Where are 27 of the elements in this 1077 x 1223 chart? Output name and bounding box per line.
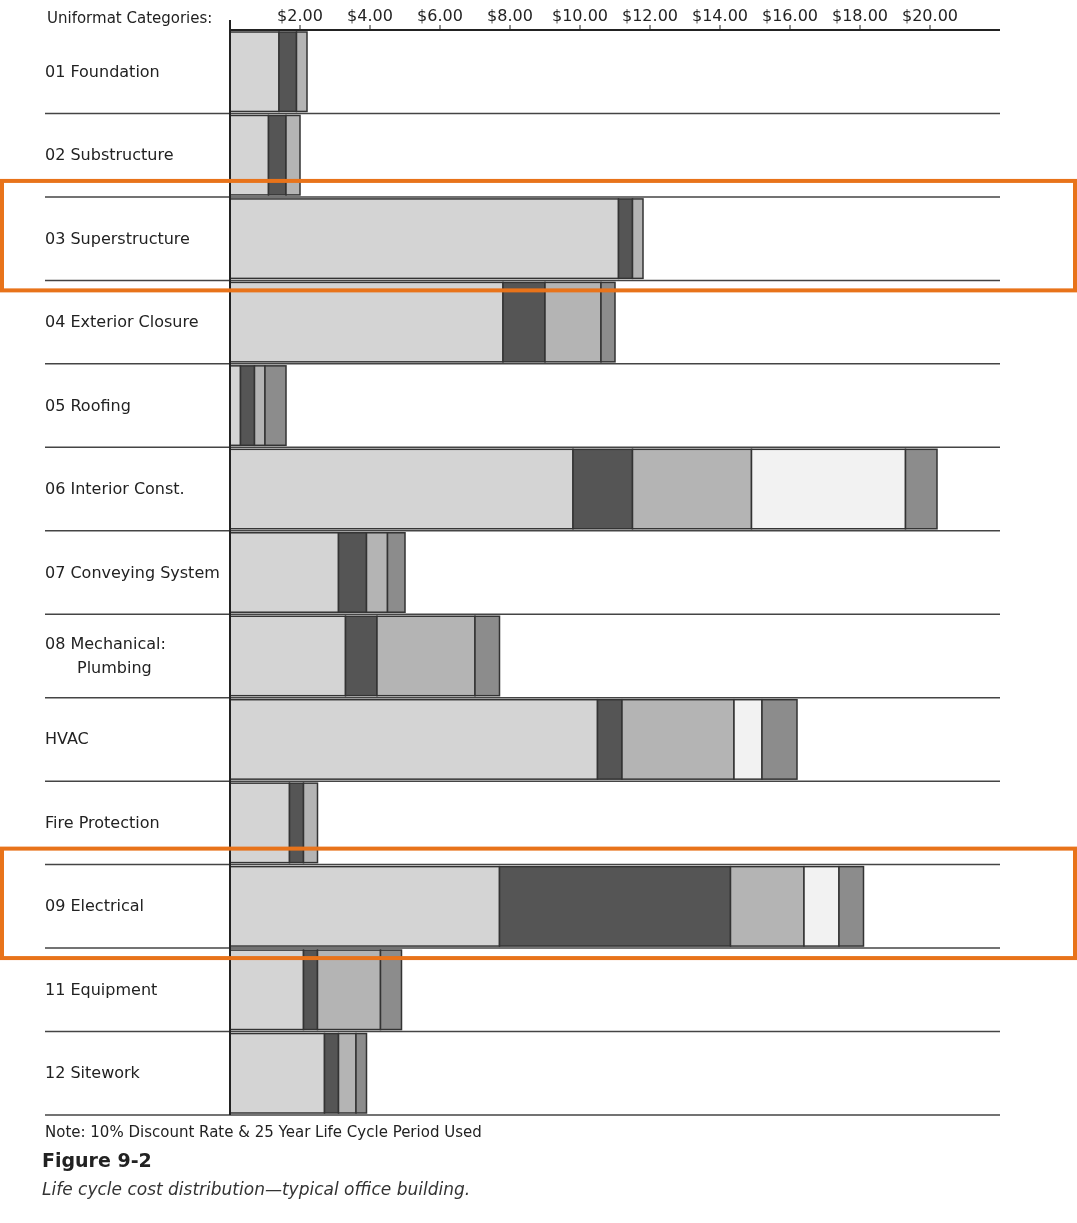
x-tick-label: $18.00 — [832, 6, 888, 25]
y-tick-label: 03 Superstructure — [45, 228, 190, 248]
x-tick-label: $10.00 — [552, 6, 608, 25]
text: Figure 9-2 — [42, 1149, 152, 1171]
x-tick-label: $16.00 — [762, 6, 818, 25]
text: Note: 10% Discount Rate & 25 Year Life Cycle Period Used — [45, 1123, 482, 1141]
y-tick-label: 08 Mechanical: Plumbing — [45, 633, 166, 677]
text: Life cycle cost distribution—typical office building. — [42, 1179, 471, 1199]
y-tick-label: HVAC — [45, 729, 89, 749]
x-tick-label: $20.00 — [902, 6, 958, 25]
y-tick-label: 07 Conveying System — [45, 562, 220, 582]
x-tick-label: $4.00 — [347, 6, 393, 25]
x-tick-label: $6.00 — [417, 6, 463, 25]
y-tick-label: 06 Interior Const. — [45, 479, 185, 499]
y-tick-label: Fire Protection — [45, 812, 160, 832]
x-tick-label: $2.00 — [277, 6, 323, 25]
y-tick-label: 04 Exterior Closure — [45, 312, 199, 332]
y-tick-label: 12 Sitework — [45, 1063, 141, 1083]
y-tick-label: 11 Equipment — [45, 979, 158, 999]
y-tick-label: 02 Substructure — [45, 145, 174, 165]
y-tick-label: 09 Electrical — [45, 896, 144, 916]
x-tick-label: $14.00 — [692, 6, 748, 25]
x-tick-label: $8.00 — [487, 6, 533, 25]
x-tick-label: $12.00 — [622, 6, 678, 25]
y-tick-label: 05 Roofing — [45, 395, 131, 415]
y-tick-label: 01 Foundation — [45, 61, 160, 81]
y-axis-title: Uniformat Categories: — [47, 9, 213, 27]
